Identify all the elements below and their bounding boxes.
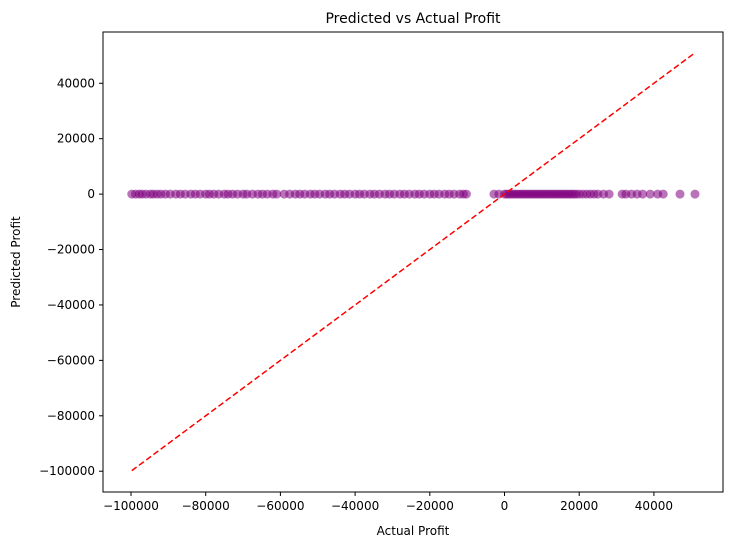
data-point (272, 189, 282, 199)
data-point (658, 189, 668, 199)
data-point (690, 189, 700, 199)
x-tick-label: −100000 (103, 499, 159, 513)
data-point (461, 189, 471, 199)
x-tick-label: −20000 (406, 499, 454, 513)
data-point (675, 189, 685, 199)
x-tick-label: −40000 (331, 499, 379, 513)
x-tick-label: −80000 (182, 499, 230, 513)
y-tick-label: −40000 (47, 298, 95, 312)
data-points (127, 189, 700, 199)
y-tick-label: −100000 (39, 464, 95, 478)
x-tick-label: 40000 (635, 499, 673, 513)
data-point (638, 189, 648, 199)
data-point (604, 189, 614, 199)
x-tick-label: 0 (501, 499, 509, 513)
y-axis: −100000 −80000 −60000 −40000 −20000 0 20000 400… (39, 76, 103, 478)
x-tick-label: −60000 (256, 499, 304, 513)
plot-frame (102, 31, 724, 493)
x-axis: −100000 −80000 −60000 −40000 −20000 0 20000 400… (103, 492, 673, 513)
y-axis-title: Predicted Profit (9, 216, 23, 308)
y-tick-label: −80000 (47, 409, 95, 423)
reference-line (131, 52, 696, 472)
x-axis-title: Actual Profit (377, 524, 450, 538)
data-point (645, 189, 655, 199)
y-tick-label: 0 (87, 187, 95, 201)
y-tick-label: −60000 (47, 353, 95, 367)
plot-area (102, 31, 724, 493)
x-tick-label: 20000 (560, 499, 598, 513)
y-tick-label: 40000 (57, 76, 95, 90)
y-tick-label: −20000 (47, 243, 95, 257)
y-tick-label: 20000 (57, 132, 95, 146)
chart-title: Predicted vs Actual Profit (325, 11, 501, 27)
